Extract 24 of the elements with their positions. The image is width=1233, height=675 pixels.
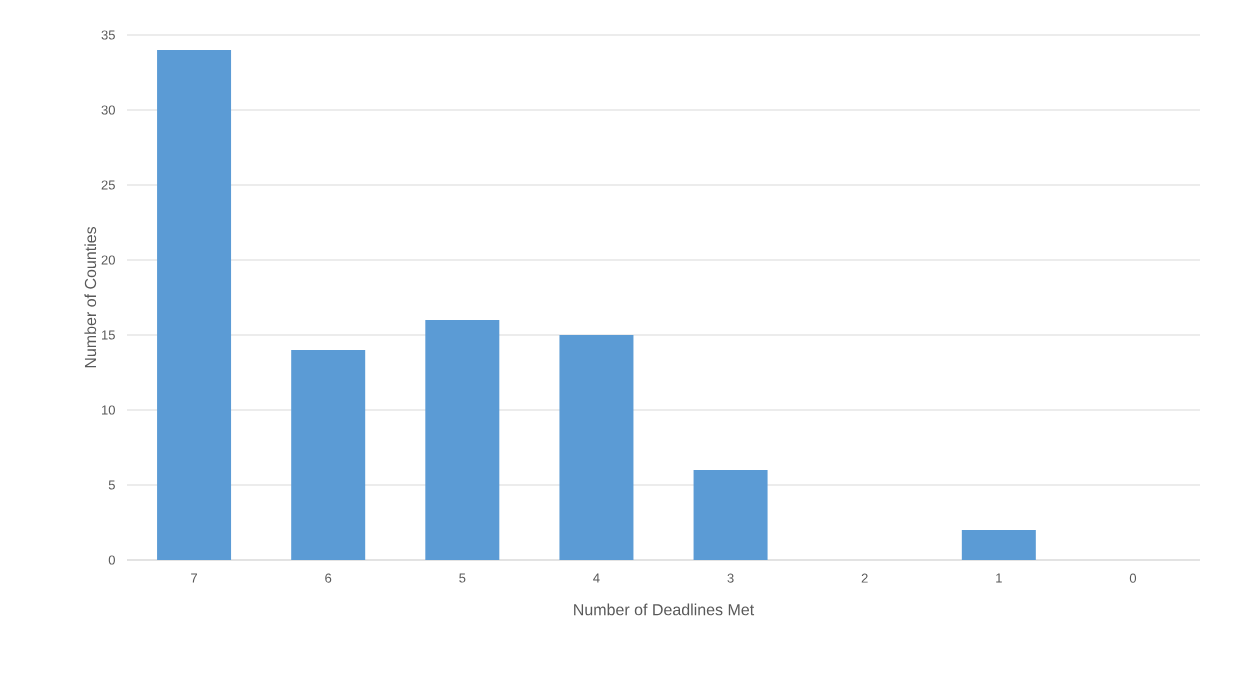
bar: [157, 50, 232, 560]
y-tick-label: 20: [101, 255, 115, 265]
bar: [961, 530, 1036, 560]
x-tick-label: 5: [459, 573, 466, 583]
y-tick-label: 25: [101, 180, 115, 190]
y-axis-title: Number of Counties: [84, 226, 97, 368]
bar: [559, 335, 634, 560]
y-tick-label: 15: [102, 330, 115, 340]
x-tick-label: 0: [1129, 573, 1137, 583]
bar: [291, 350, 366, 560]
bar: [693, 470, 768, 560]
y-tick-label: 10: [102, 405, 115, 415]
x-tick-label: 1: [996, 573, 1002, 583]
x-tick-label: 4: [593, 573, 600, 583]
y-tick-label: 5: [108, 480, 115, 490]
x-tick-label: 7: [191, 573, 198, 583]
x-axis-title: Number of Deadlines Met: [574, 603, 755, 616]
x-tick-label: 6: [325, 573, 332, 583]
x-tick-label: 2: [861, 573, 868, 583]
bar: [425, 320, 500, 560]
y-tick-label: 0: [108, 555, 115, 565]
x-tick-label: 3: [727, 573, 734, 583]
y-tick-label: 30: [101, 105, 115, 115]
y-tick-label: 35: [101, 30, 115, 40]
